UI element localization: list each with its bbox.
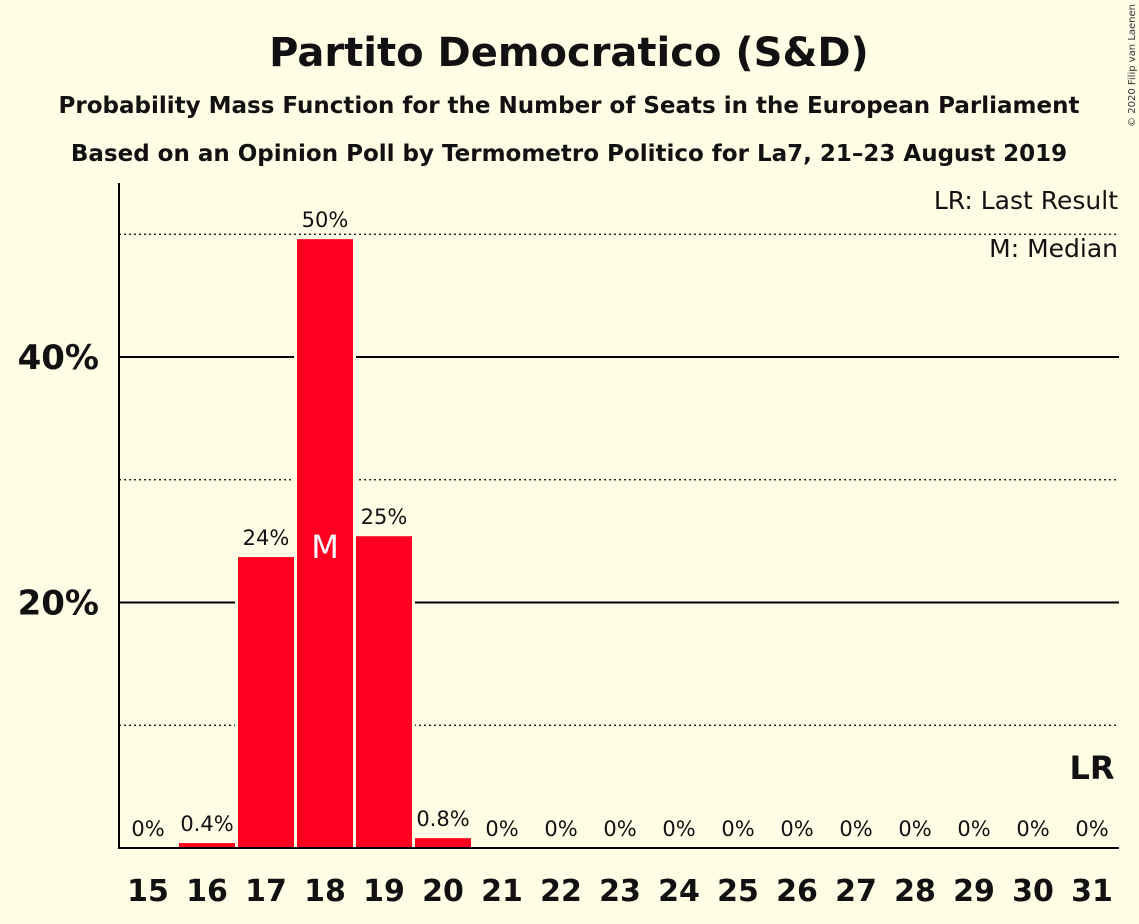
x-axis-tick-labels: 15 16 17 18 19 20 21 22 23 24 25 26 27 28 29 30 31 bbox=[127, 874, 1113, 909]
data-label-seat-31: 0% bbox=[1075, 817, 1108, 841]
chart-subtitle: Probability Mass Function for the Number… bbox=[59, 93, 1080, 119]
x-tick-label-23: 23 bbox=[599, 874, 641, 909]
bar-seat-16 bbox=[179, 843, 235, 848]
x-tick-label-20: 20 bbox=[422, 874, 464, 909]
bars bbox=[176, 237, 474, 848]
x-tick-label-21: 21 bbox=[481, 874, 523, 909]
data-label-seat-27: 0% bbox=[839, 817, 872, 841]
chart-title: Partito Democratico (S&D) bbox=[269, 30, 869, 76]
y-axis-tick-labels: 20% 40% bbox=[18, 338, 99, 624]
copyright-notice: © 2020 Filip van Laenen bbox=[1127, 4, 1138, 127]
data-label-seat-18: 50% bbox=[302, 208, 349, 232]
y-tick-label: 40% bbox=[18, 338, 99, 378]
bar-seat-20 bbox=[415, 838, 471, 848]
data-label-seat-17: 24% bbox=[243, 526, 290, 550]
data-label-seat-26: 0% bbox=[780, 817, 813, 841]
x-tick-label-25: 25 bbox=[717, 874, 759, 909]
data-label-seat-30: 0% bbox=[1016, 817, 1049, 841]
data-label-seat-22: 0% bbox=[544, 817, 577, 841]
x-tick-label-30: 30 bbox=[1012, 874, 1054, 909]
x-tick-label-26: 26 bbox=[776, 874, 818, 909]
data-label-seat-24: 0% bbox=[662, 817, 695, 841]
bar-seat-19 bbox=[356, 536, 412, 848]
last-result-marker: LR bbox=[1069, 749, 1114, 787]
x-tick-label-19: 19 bbox=[363, 874, 405, 909]
data-labels: 0% 0.4% 24% 50% M 25% 0.8% 0% 0% 0% 0% 0% 0% 0% 0% 0% 0%… bbox=[131, 208, 1114, 841]
data-label-seat-29: 0% bbox=[957, 817, 990, 841]
data-label-seat-15: 0% bbox=[131, 817, 164, 841]
data-label-seat-23: 0% bbox=[603, 817, 636, 841]
bar-seat-18 bbox=[297, 239, 353, 848]
x-tick-label-28: 28 bbox=[894, 874, 936, 909]
x-tick-label-29: 29 bbox=[953, 874, 995, 909]
legend-last-result: LR: Last Result bbox=[934, 186, 1118, 215]
data-label-seat-19: 25% bbox=[361, 505, 408, 529]
data-label-seat-25: 0% bbox=[721, 817, 754, 841]
x-tick-label-22: 22 bbox=[540, 874, 582, 909]
x-tick-label-17: 17 bbox=[245, 874, 287, 909]
x-tick-label-16: 16 bbox=[186, 874, 228, 909]
chart-subtitle-source: Based on an Opinion Poll by Termometro P… bbox=[71, 141, 1067, 167]
x-tick-label-18: 18 bbox=[304, 874, 346, 909]
bar-seat-17 bbox=[238, 557, 294, 848]
y-tick-label: 20% bbox=[18, 584, 99, 624]
median-marker: M bbox=[311, 528, 339, 566]
data-label-seat-28: 0% bbox=[898, 817, 931, 841]
data-label-seat-16: 0.4% bbox=[180, 812, 233, 836]
data-label-seat-21: 0% bbox=[485, 817, 518, 841]
x-tick-label-27: 27 bbox=[835, 874, 877, 909]
data-label-seat-20: 0.8% bbox=[416, 807, 469, 831]
legend-median: M: Median bbox=[989, 234, 1118, 263]
x-tick-label-24: 24 bbox=[658, 874, 700, 909]
x-tick-label-15: 15 bbox=[127, 874, 169, 909]
x-tick-label-31: 31 bbox=[1071, 874, 1113, 909]
